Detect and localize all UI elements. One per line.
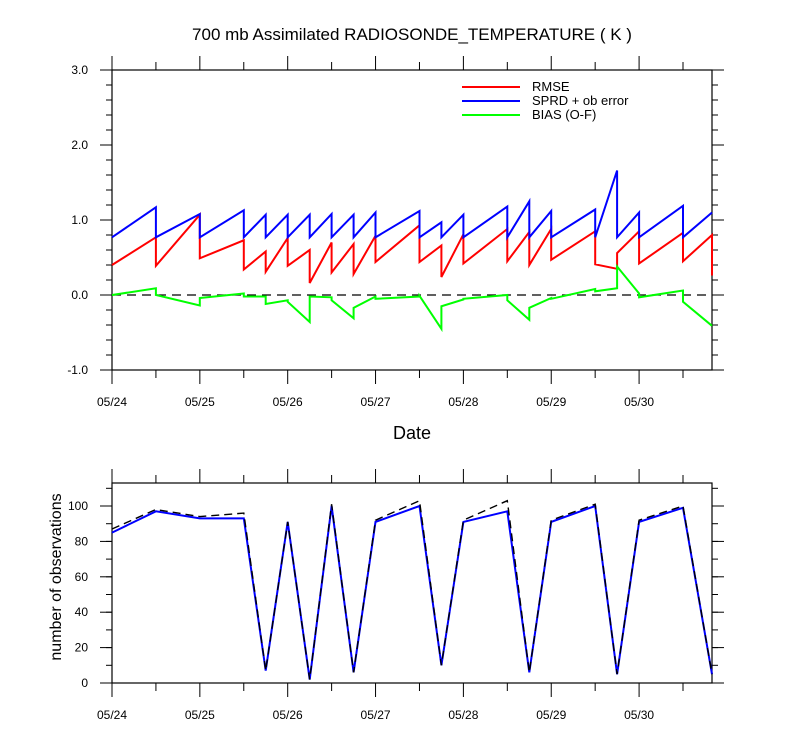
- bottom-y-tick-label: 20: [75, 641, 89, 655]
- bottom-x-tick-label: 05/25: [185, 708, 215, 722]
- bottom-x-tick-label: 05/27: [361, 708, 391, 722]
- bottom-y-tick-label: 60: [75, 570, 89, 584]
- legend-label-bias-o-f: BIAS (O-F): [532, 107, 596, 122]
- top-plot-frame: [111, 69, 713, 371]
- rmse-plot-panel: 05/24 05/25 05/26 05/27 05/28 05/29 05/30 -1.0 0…: [67, 56, 724, 409]
- bottom-x-tick-label: 05/26: [273, 708, 303, 722]
- top-x-tick-label: 05/28: [448, 395, 478, 409]
- top-y-tick-label: 2.0: [71, 138, 88, 152]
- top-y-tick-label: 0.0: [71, 288, 88, 302]
- bottom-x-tick-label: 05/24: [97, 708, 127, 722]
- y-axis-label-observations: number of observations: [48, 493, 65, 660]
- top-x-tick-label: 05/30: [624, 395, 654, 409]
- chart-title: 700 mb Assimilated RADIOSONDE_TEMPERATUR…: [192, 25, 632, 44]
- top-x-tick-label: 05/24: [97, 395, 127, 409]
- bottom-x-tick-label: 05/30: [624, 708, 654, 722]
- possible-observations-series-line: [111, 499, 713, 680]
- bias-o-f-series-line: [111, 263, 713, 333]
- legend-label-sprd-ob-error: SPRD + ob error: [532, 93, 629, 108]
- bottom-x-tick-label: 05/28: [448, 708, 478, 722]
- top-y-tick-label: 3.0: [71, 63, 88, 77]
- assimilated-observations-series-line: [111, 504, 713, 680]
- top-x-tick-label: 05/26: [273, 395, 303, 409]
- x-axis-label: Date: [393, 423, 431, 443]
- bottom-y-tick-label: 80: [75, 534, 89, 548]
- legend-label-rmse: RMSE: [532, 79, 570, 94]
- top-y-tick-label: 1.0: [71, 213, 88, 227]
- top-x-tick-label: 05/25: [185, 395, 215, 409]
- top-x-tick-label: 05/27: [361, 395, 391, 409]
- bottom-x-tick-label: 05/29: [536, 708, 566, 722]
- top-y-tick-label: -1.0: [67, 363, 88, 377]
- observations-plot-panel: 05/24 05/25 05/26 05/27 05/28 05/29 05/30 0 20 40…: [68, 469, 724, 722]
- bottom-y-tick-label: 40: [75, 605, 89, 619]
- bottom-plot-frame: [111, 482, 713, 684]
- bottom-y-tick-label: 0: [81, 676, 88, 690]
- rmse-series-line: [111, 212, 713, 284]
- top-x-tick-label: 05/29: [536, 395, 566, 409]
- sprd-ob-error-series-line: [111, 170, 713, 241]
- bottom-y-tick-label: 100: [68, 499, 88, 513]
